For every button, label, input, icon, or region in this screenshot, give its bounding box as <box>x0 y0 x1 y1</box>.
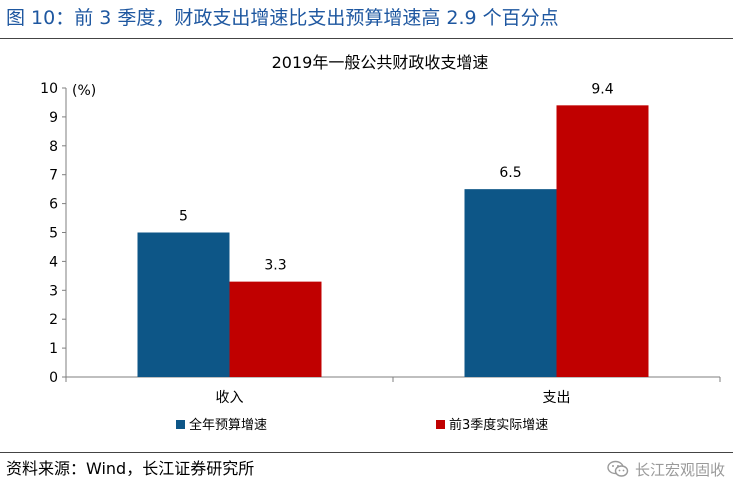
legend-swatch <box>176 420 185 429</box>
y-tick-label: 2 <box>49 312 58 328</box>
bars: 5 3.3 6.5 9.4 <box>137 81 649 377</box>
legend-swatch <box>436 420 445 429</box>
chart-title: 2019年一般公共财政收支增速 <box>272 53 489 72</box>
bar <box>464 189 557 377</box>
y-tick-label: 10 <box>40 81 58 97</box>
watermark: 长江宏观固收 <box>607 456 725 482</box>
y-tick-label: 3 <box>49 283 58 299</box>
y-tick-label: 0 <box>49 370 58 386</box>
y-tick-label: 9 <box>49 110 58 126</box>
wechat-icon <box>607 460 629 477</box>
bar-chart: 2019年一般公共财政收支增速 (%) 0 1 2 3 4 5 6 7 8 9 10 收入 支出 5 3.… <box>40 53 721 433</box>
x-tick-label: 收入 <box>216 390 244 406</box>
y-tick-label: 4 <box>49 254 58 270</box>
bar <box>556 105 649 377</box>
source-note: 资料来源：Wind，长江证券研究所 <box>6 459 255 478</box>
legend-label: 全年预算增速 <box>189 417 267 433</box>
y-tick-label: 5 <box>49 226 58 242</box>
bar <box>229 281 322 377</box>
top-rule <box>0 38 733 39</box>
data-label: 9.4 <box>591 81 613 97</box>
bar <box>137 232 230 377</box>
data-label: 6.5 <box>499 165 521 181</box>
y-tick-label: 8 <box>49 139 58 155</box>
y-tick-label: 7 <box>49 168 58 184</box>
legend: 全年预算增速 前3季度实际增速 <box>176 417 548 433</box>
figure-title: 图 10：前 3 季度，财政支出增速比支出预算增速高 2.9 个百分点 <box>6 7 559 29</box>
data-label: 3.3 <box>264 258 286 274</box>
watermark-text: 长江宏观固收 <box>634 460 725 479</box>
y-tick-label: 6 <box>49 197 58 213</box>
unit-label: (%) <box>72 83 96 99</box>
y-tick-label: 1 <box>49 341 58 357</box>
legend-label: 前3季度实际增速 <box>449 417 548 433</box>
x-tick-label: 支出 <box>543 390 571 406</box>
data-label: 5 <box>179 209 188 225</box>
bottom-rule <box>0 452 733 453</box>
